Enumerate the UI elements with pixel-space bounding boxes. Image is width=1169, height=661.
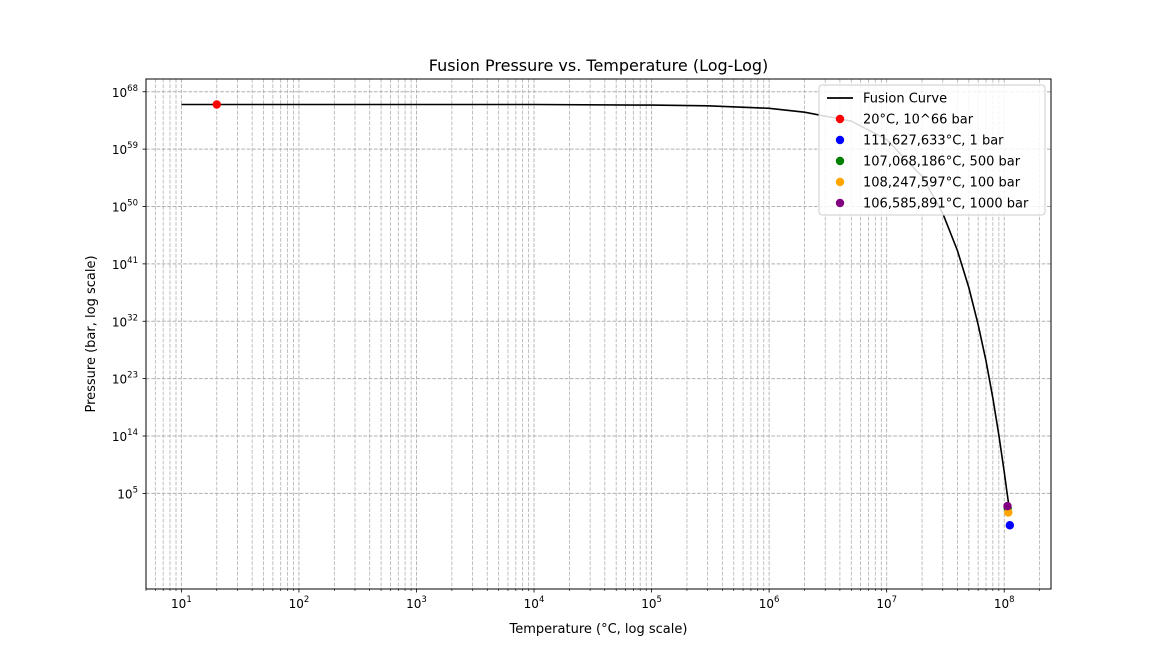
- y-tick-base: 10: [112, 201, 127, 215]
- y-tick-exponent: 41: [127, 256, 138, 266]
- y-tick-label: 1023: [112, 371, 138, 387]
- legend-entry-label: 20°C, 10^66 bar: [863, 113, 974, 128]
- y-tick-exponent: 14: [127, 428, 138, 438]
- y-tick-exponent: 23: [127, 371, 138, 381]
- x-tick-base: 10: [876, 597, 891, 611]
- y-tick-base: 10: [117, 487, 132, 501]
- y-tick-label: 105: [117, 485, 138, 501]
- y-tick-label: 1059: [112, 141, 138, 157]
- y-tick-exponent: 59: [127, 141, 138, 151]
- x-tick-base: 10: [406, 597, 421, 611]
- x-tick-label: 102: [289, 595, 310, 611]
- chart-title: Fusion Pressure vs. Temperature (Log-Log…: [429, 56, 769, 75]
- x-tick-base: 10: [641, 597, 656, 611]
- plot-frame: [145, 78, 1052, 590]
- x-tick-exponent: 1: [186, 595, 191, 605]
- y-tick-label: 1032: [112, 313, 138, 329]
- x-tick-label: 104: [524, 595, 545, 611]
- y-tick-label: 1041: [112, 256, 138, 272]
- x-tick-exponent: 6: [774, 595, 779, 605]
- x-tick-exponent: 7: [892, 595, 897, 605]
- x-tick-label: 103: [406, 595, 427, 611]
- data-point: [1004, 508, 1013, 517]
- x-tick-label: 106: [759, 595, 780, 611]
- x-axis-label: Temperature (°C, log scale): [509, 622, 688, 637]
- legend-marker-swatch: [835, 177, 845, 187]
- x-tick-exponent: 4: [539, 595, 544, 605]
- x-tick-base: 10: [524, 597, 539, 611]
- legend-entry-label: 111,627,633°C, 1 bar: [863, 134, 1004, 149]
- y-tick-label: 1068: [112, 84, 138, 100]
- legend: Fusion Curve 20°C, 10^66 bar 111,627,633°C…: [818, 84, 1046, 216]
- x-tick-exponent: 2: [304, 595, 309, 605]
- legend-marker-swatch: [835, 114, 845, 124]
- y-tick-base: 10: [112, 373, 127, 387]
- y-tick-base: 10: [112, 315, 127, 329]
- legend-entry-label: 107,068,186°C, 500 bar: [863, 155, 1021, 170]
- x-tick-base: 10: [171, 597, 186, 611]
- x-tick-base: 10: [289, 597, 304, 611]
- y-tick-exponent: 50: [127, 199, 138, 209]
- x-tick-exponent: 5: [657, 595, 662, 605]
- y-tick-label: 1014: [112, 428, 138, 444]
- data-point: [1005, 521, 1015, 530]
- y-tick-base: 10: [112, 430, 127, 444]
- legend-marker-swatch: [835, 198, 845, 208]
- y-tick-base: 10: [112, 143, 127, 157]
- legend-marker-swatch: [835, 156, 845, 166]
- x-tick-exponent: 3: [421, 595, 426, 605]
- x-tick-label: 108: [994, 595, 1015, 611]
- y-tick-exponent: 5: [133, 485, 138, 495]
- x-tick-label: 107: [876, 595, 897, 611]
- y-tick-base: 10: [112, 258, 127, 272]
- legend-entry-label: 106,585,891°C, 1000 bar: [863, 197, 1029, 212]
- legend-marker-swatch: [835, 135, 845, 145]
- y-tick-exponent: 32: [127, 313, 138, 323]
- y-axis-label: Pressure (bar, log scale): [84, 255, 99, 412]
- y-tick-label: 1050: [112, 199, 138, 215]
- legend-entry-label: Fusion Curve: [863, 92, 947, 107]
- legend-box: [818, 84, 1046, 216]
- legend-entry-label: 108,247,597°C, 100 bar: [863, 176, 1021, 191]
- x-tick-base: 10: [994, 597, 1009, 611]
- x-tick-exponent: 8: [1009, 595, 1014, 605]
- y-tick-base: 10: [112, 86, 127, 100]
- x-tick-label: 101: [171, 595, 192, 611]
- x-tick-base: 10: [759, 597, 774, 611]
- x-tick-label: 105: [641, 595, 662, 611]
- data-point: [1003, 501, 1012, 511]
- y-tick-exponent: 68: [127, 84, 138, 94]
- data-point: [212, 100, 221, 109]
